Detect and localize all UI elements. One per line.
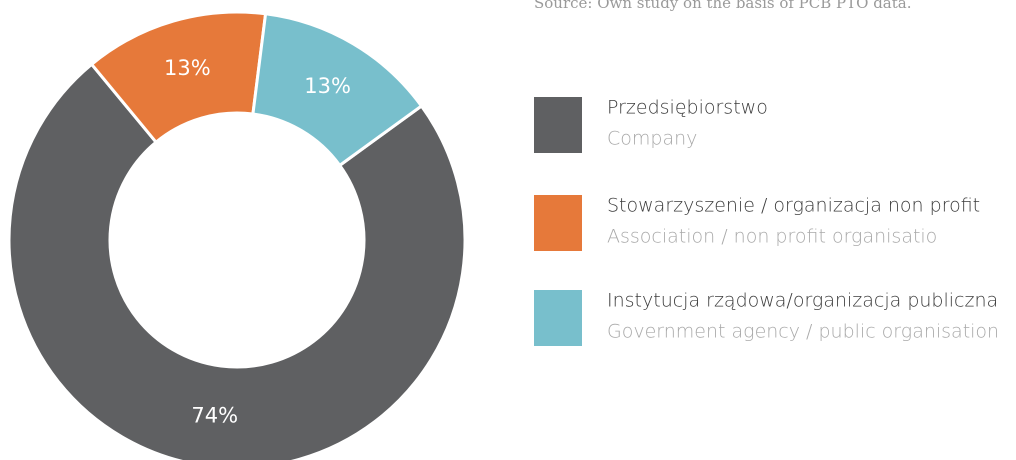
slice-label: 74% bbox=[191, 404, 238, 428]
legend-label: Przedsiębiorstwo bbox=[607, 97, 768, 119]
slice-label: 13% bbox=[304, 74, 351, 98]
legend-label: Instytucja rządowa/organizacja publiczna bbox=[607, 290, 998, 312]
legend-swatch bbox=[534, 195, 582, 251]
legend-swatch bbox=[534, 290, 582, 346]
slice-label: 13% bbox=[164, 56, 211, 80]
legend-sublabel: Government agency / public organisation bbox=[607, 321, 999, 343]
source: Source: Own study on the basis of PCB PT… bbox=[534, 0, 912, 12]
legend-sublabel: Company bbox=[607, 128, 697, 150]
legend-swatch bbox=[534, 97, 582, 153]
legend-sublabel: Association / non profit organisatio bbox=[607, 226, 937, 248]
donut-slice bbox=[7, 62, 467, 460]
legend-label: Stowarzyszenie / organizacja non profit bbox=[607, 195, 980, 217]
donut-slice bbox=[251, 12, 424, 168]
